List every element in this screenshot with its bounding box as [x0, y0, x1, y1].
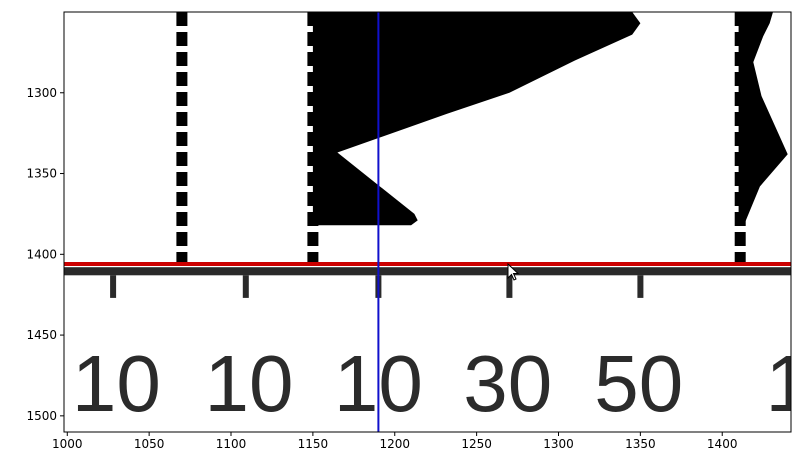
y-axis: 1300 1350 1400 1450 1500: [26, 86, 64, 423]
x-tick-label-4: 1150: [298, 437, 329, 451]
scale-bar-tick-1: [110, 275, 117, 298]
plot-frame: [63, 11, 792, 433]
black-shape-2: [738, 12, 788, 222]
scale-bar-tick-4: [506, 275, 513, 298]
x-tick-label-2: 1050: [134, 437, 165, 451]
x-tick-label-3: 1100: [216, 437, 247, 451]
y-tick-label-1: 1300: [26, 86, 57, 100]
x-tick-label-6: 1250: [461, 437, 492, 451]
x-tick-label-8: 1350: [625, 437, 656, 451]
scale-bar: [64, 267, 791, 276]
y-tick-label-2: 1350: [26, 167, 57, 181]
x-tick-label-9: 1400: [707, 437, 738, 451]
x-tick-label-1: 1000: [52, 437, 83, 451]
y-tick-label-3: 1400: [26, 247, 57, 261]
x-axis: 1000 1050 1100 1150 1200 1250 1300 1350 1400: [52, 432, 737, 451]
scale-bar-tick-2: [242, 275, 249, 298]
black-shape-layer: [312, 12, 788, 226]
x-tick-label-5: 1200: [380, 437, 411, 451]
scale-bar-tick-5: [637, 275, 644, 298]
scale-number-1: 10: [72, 339, 161, 428]
scale-number-4: 30: [463, 339, 552, 428]
scale-number-5: 50: [594, 339, 683, 428]
plot-area[interactable]: 10 10 10 30 50 1: [64, 12, 810, 432]
scale-number-layer: 10 10 10 30 50 1: [72, 339, 810, 428]
x-tick-label-7: 1300: [543, 437, 574, 451]
overlay-line-layer: [64, 12, 791, 432]
y-tick-label-4: 1450: [26, 328, 57, 342]
dashed-track-layer: [176, 12, 746, 274]
y-tick-label-5: 1500: [26, 409, 57, 423]
scale-number-6: 1: [765, 339, 810, 428]
scale-number-2: 10: [205, 339, 294, 428]
black-shape-1: [312, 12, 641, 226]
